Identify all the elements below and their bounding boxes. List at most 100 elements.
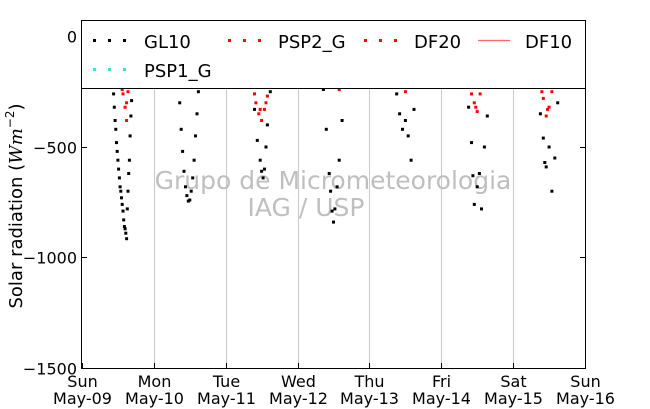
point-gl10 [179, 127, 183, 131]
point-psp2-g [472, 101, 476, 105]
x-tick-label-day: Sun [570, 372, 600, 391]
point-psp2-g [125, 119, 129, 122]
point-gl10 [113, 119, 117, 122]
point-gl10 [329, 189, 333, 193]
point-psp2-g [403, 90, 407, 94]
point-gl10 [260, 169, 264, 173]
legend-marker-df20 [364, 39, 397, 42]
point-gl10 [268, 90, 272, 94]
legend-item-gl10: GL10 [93, 32, 191, 53]
x-tick-label-date: May-16 [556, 389, 615, 408]
point-gl10 [409, 158, 413, 162]
point-gl10 [182, 169, 186, 173]
y-tick-label: 0 [67, 28, 77, 47]
point-psp2-g [550, 90, 554, 94]
point-gl10 [255, 138, 259, 142]
point-gl10 [191, 176, 195, 180]
y-tick-label: −500 [33, 139, 77, 158]
point-gl10 [330, 209, 334, 213]
point-psp2-g [254, 101, 258, 105]
watermark: Grupo de Micrometeorologia IAG / USP [155, 166, 512, 222]
point-gl10 [547, 145, 551, 149]
point-gl10 [114, 127, 118, 131]
point-gl10 [556, 101, 560, 105]
legend-item-psp2-g: PSP2_G [228, 32, 346, 53]
y-axis-label: Solar radiation (Wm−2) [3, 103, 27, 308]
point-gl10 [125, 207, 129, 211]
legend-label-psp1-g: PSP1_G [144, 61, 212, 82]
point-gl10 [550, 189, 554, 193]
point-gl10 [130, 99, 134, 103]
x-tick-label-day: Wed [281, 372, 316, 391]
x-tick-label-day: Sat [500, 372, 526, 391]
point-psp2-g [541, 96, 545, 100]
point-gl10 [480, 207, 483, 211]
point-gl10 [112, 105, 116, 109]
point-gl10 [482, 145, 486, 149]
point-gl10 [477, 172, 481, 175]
point-gl10 [263, 167, 266, 171]
x-tick-label-day: Thu [353, 372, 384, 391]
point-gl10 [395, 92, 399, 96]
point-gl10 [467, 105, 471, 109]
point-gl10 [126, 189, 130, 193]
point-psp2-g [260, 119, 264, 122]
point-gl10 [125, 237, 129, 241]
point-gl10 [116, 158, 120, 162]
point-psp2-g [547, 105, 551, 109]
point-gl10 [412, 107, 416, 111]
point-df20 [474, 105, 478, 109]
x-tick-label-day: Mon [138, 372, 172, 391]
point-gl10 [403, 119, 407, 122]
x-tick-label-date: May-11 [197, 389, 256, 408]
x-tick-label-date: May-09 [53, 389, 112, 408]
point-gl10 [120, 196, 123, 200]
point-gl10 [127, 158, 131, 162]
point-gl10 [264, 145, 268, 149]
legend-item-df10: DF10 [478, 32, 572, 53]
point-gl10 [194, 134, 197, 138]
point-gl10 [128, 134, 132, 138]
point-gl10 [544, 165, 548, 169]
point-gl10 [541, 136, 545, 140]
x-tick-label-date: May-13 [340, 389, 399, 408]
point-gl10 [112, 92, 116, 96]
point-gl10 [543, 161, 547, 164]
point-psp2-g [478, 92, 482, 96]
point-gl10 [324, 127, 328, 131]
point-gl10 [184, 185, 187, 189]
point-gl10 [401, 127, 404, 131]
point-psp2-g [475, 110, 479, 114]
point-gl10 [185, 194, 189, 198]
point-gl10 [265, 123, 269, 127]
point-gl10 [127, 172, 131, 175]
point-gl10 [398, 112, 402, 116]
point-gl10 [195, 112, 199, 116]
point-gl10 [120, 202, 124, 206]
point-gl10 [189, 189, 193, 193]
point-gl10 [321, 88, 325, 91]
point-gl10 [196, 90, 200, 94]
point-gl10 [538, 112, 542, 116]
x-tick-label-date: May-14 [412, 389, 471, 408]
point-gl10 [122, 218, 126, 222]
watermark-line-2: IAG / USP [248, 193, 365, 222]
x-axis-ticks: SunMay-09MonMay-10TueMay-11WedMay-12ThuM… [53, 363, 615, 408]
point-gl10 [119, 189, 123, 193]
point-psp2-g [337, 88, 341, 91]
point-gl10 [118, 185, 122, 189]
point-gl10 [115, 141, 118, 145]
point-psp2-g [123, 105, 127, 109]
watermark-line-1: Grupo de Micrometeorologia [155, 166, 512, 195]
point-gl10 [178, 101, 182, 105]
point-gl10 [471, 174, 475, 178]
point-gl10 [485, 114, 489, 118]
point-gl10 [258, 158, 262, 162]
point-gl10 [124, 231, 128, 235]
legend-box [81, 20, 586, 89]
x-tick-label-date: May-12 [269, 389, 328, 408]
point-psp2-g [257, 112, 261, 116]
point-df20 [540, 90, 544, 94]
x-tick-label-day: Sun [67, 372, 97, 391]
